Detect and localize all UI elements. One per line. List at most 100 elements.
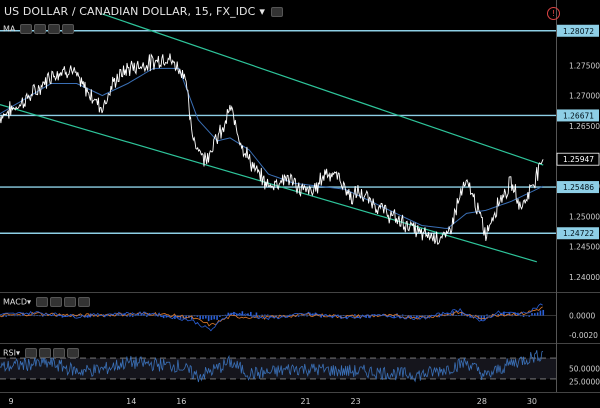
- macd-histogram-bar: [75, 314, 78, 316]
- macd-histogram-bar: [303, 315, 306, 317]
- macd-histogram-bar: [41, 315, 44, 317]
- macd-histogram-bar: [536, 312, 539, 316]
- macd-histogram-bar: [497, 313, 500, 316]
- macd-histogram-bar: [179, 315, 182, 319]
- macd-histogram-bar: [444, 315, 446, 317]
- more-icon[interactable]: [61, 24, 74, 34]
- macd-histogram-bar: [528, 315, 530, 317]
- ma-label: MA: [3, 24, 16, 34]
- macd-histogram-bar: [446, 312, 449, 316]
- close-icon[interactable]: [52, 348, 65, 358]
- macd-histogram-bar: [162, 315, 165, 319]
- macd-histogram-bar: [474, 314, 477, 316]
- x-tick-label: 9: [8, 397, 13, 406]
- macd-histogram-bar: [359, 315, 362, 317]
- macd-histogram-bar: [131, 315, 134, 317]
- macd-histogram-bar: [109, 315, 112, 317]
- macd-histogram-bar: [53, 314, 55, 316]
- macd-histogram-bar: [264, 314, 266, 316]
- macd-histogram-bar: [466, 315, 469, 317]
- macd-histogram-bar: [224, 314, 227, 316]
- x-tick-label: 30: [527, 397, 537, 406]
- price-tick-label: 1.25000: [569, 212, 600, 221]
- more-icon[interactable]: [77, 297, 90, 307]
- gear-icon[interactable]: [49, 297, 62, 307]
- price-tick-label: 1.24500: [569, 243, 600, 252]
- macd-histogram-bar: [205, 315, 207, 319]
- macd-histogram-bar: [519, 315, 522, 317]
- macd-histogram-bar: [106, 315, 109, 317]
- more-icon[interactable]: [66, 348, 79, 358]
- chevron-down-icon[interactable]: ▾: [259, 5, 266, 18]
- macd-histogram-bar: [427, 315, 429, 317]
- level-tag-label: 1.28072: [563, 27, 594, 36]
- macd-histogram-bar: [458, 315, 460, 316]
- macd-histogram-bar: [39, 315, 41, 317]
- close-icon[interactable]: [47, 24, 60, 34]
- level-tag: [557, 227, 599, 240]
- macd-histogram-bar: [261, 314, 263, 316]
- macd-histogram-bar: [233, 312, 235, 316]
- symbol-title: US DOLLAR / CANADIAN DOLLAR, 15, FX_IDC: [4, 5, 256, 18]
- rsi-tick-label: 50.0000: [569, 365, 600, 374]
- ma-legend[interactable]: MA: [3, 24, 74, 34]
- rsi-legend[interactable]: RSI▾: [3, 348, 79, 358]
- macd-histogram-bar: [517, 312, 519, 316]
- last-price-tag: [556, 152, 600, 166]
- macd-histogram-bar: [196, 315, 199, 317]
- rsi-tick-label: 25.0000: [569, 378, 600, 387]
- macd-histogram-bar: [193, 315, 196, 317]
- symbol-header[interactable]: US DOLLAR / CANADIAN DOLLAR, 15, FX_IDC ▾: [4, 5, 283, 18]
- macd-histogram-bar: [252, 314, 255, 316]
- macd-histogram-bar: [86, 315, 89, 318]
- macd-histogram-bar: [16, 315, 19, 317]
- macd-histogram-bar: [55, 315, 58, 317]
- gear-icon[interactable]: [270, 7, 283, 17]
- macd-histogram-bar: [258, 315, 261, 317]
- macd-histogram-bar: [129, 315, 131, 317]
- exclamation-circle-icon[interactable]: !: [547, 7, 560, 20]
- macd-histogram-bar: [190, 315, 193, 320]
- macd-histogram-bar: [145, 315, 148, 317]
- gear-icon[interactable]: [38, 348, 51, 358]
- macd-histogram-bar: [103, 315, 106, 318]
- macd-histogram-bar: [216, 315, 218, 320]
- macd-histogram-bar: [508, 312, 511, 316]
- eye-icon[interactable]: [19, 24, 32, 34]
- macd-histogram-bar: [221, 315, 224, 316]
- macd-histogram-bar: [460, 311, 463, 316]
- macd-histogram-bar: [300, 315, 303, 317]
- macd-histogram-bar: [5, 315, 7, 317]
- macd-histogram-bar: [354, 314, 356, 316]
- close-icon[interactable]: [63, 297, 76, 307]
- macd-histogram-bar: [89, 313, 92, 316]
- macd-histogram-bar: [207, 315, 210, 322]
- macd-signal-line: [0, 306, 543, 327]
- macd-histogram-bar: [255, 312, 258, 316]
- eye-icon[interactable]: [24, 348, 37, 358]
- last-price-label: 1.25947: [563, 155, 594, 164]
- macd-histogram-bar: [480, 315, 483, 321]
- macd-histogram-bar: [539, 310, 542, 316]
- macd-histogram-bar: [174, 315, 176, 319]
- macd-histogram-bar: [244, 315, 246, 316]
- macd-histogram-bar: [469, 315, 471, 318]
- macd-histogram-bar: [13, 315, 16, 317]
- macd-histogram-bar: [404, 315, 407, 317]
- macd-legend[interactable]: MACD▾: [3, 297, 90, 307]
- macd-histogram-bar: [70, 315, 72, 317]
- gear-icon[interactable]: [33, 24, 46, 34]
- macd-histogram-bar: [449, 314, 452, 316]
- channel-upper-line: [102, 13, 544, 166]
- eye-icon[interactable]: [35, 297, 48, 307]
- macd-histogram-bar: [522, 315, 525, 317]
- macd-histogram-bar: [140, 314, 142, 316]
- macd-label: MACD: [3, 297, 27, 307]
- macd-histogram-bar: [117, 314, 120, 316]
- level-tag: [557, 24, 599, 37]
- macd-histogram-bar: [120, 314, 123, 316]
- macd-histogram-bar: [61, 315, 64, 318]
- macd-histogram-bar: [19, 315, 22, 317]
- macd-histogram-bar: [126, 315, 128, 317]
